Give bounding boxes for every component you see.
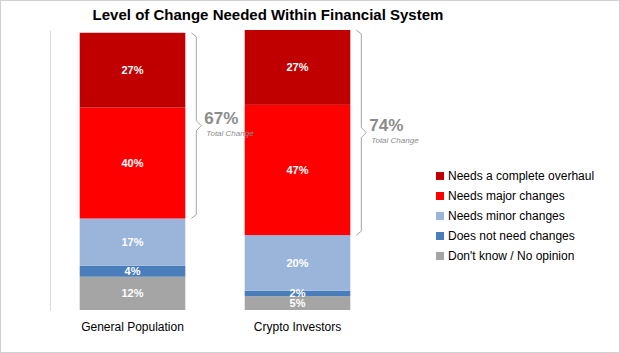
frame <box>1 1 620 353</box>
legend-item: Does not need changes <box>436 229 575 243</box>
legend-label: Needs minor changes <box>448 209 565 223</box>
legend-item: Needs major changes <box>436 189 565 203</box>
data-label: 17% <box>121 236 143 248</box>
data-label: 4% <box>125 265 141 277</box>
annotation-text: Total Change <box>371 136 419 145</box>
bar-segment <box>80 266 186 277</box>
legend-item: Needs minor changes <box>436 209 565 223</box>
data-label: 47% <box>286 164 308 176</box>
data-label: 40% <box>121 157 143 169</box>
legend-swatch <box>436 192 444 200</box>
data-label: 27% <box>286 61 308 73</box>
bar-segment <box>245 30 351 105</box>
y-axis-line <box>50 31 51 311</box>
annotations: 67%Total Change74%Total Change <box>191 30 419 235</box>
data-label: 2% <box>290 287 306 299</box>
legend-label: Does not need changes <box>448 229 575 243</box>
bracket <box>356 30 366 235</box>
annotation-value: 74% <box>369 116 403 135</box>
bar-segment <box>80 277 186 310</box>
data-label: 12% <box>121 287 143 299</box>
legend-label: Needs major changes <box>448 189 565 203</box>
x-tick-label: General Population <box>81 320 184 334</box>
x-tick: Crypto Investors <box>254 310 341 334</box>
data-label: 27% <box>121 64 143 76</box>
legend-label: Needs a complete overhaul <box>448 169 594 183</box>
legend-label: Don't know / No opinion <box>448 249 574 263</box>
annotation-text: Total Change <box>206 129 254 138</box>
data-label: 20% <box>286 257 308 269</box>
legend: Needs a complete overhaul Needs major cha… <box>436 169 594 263</box>
x-tick-label: Crypto Investors <box>254 320 341 334</box>
bar-segment <box>245 105 351 235</box>
annotation-value: 67% <box>204 109 238 128</box>
bar-segment <box>80 108 186 219</box>
legend-item: Needs a complete overhaul <box>436 169 594 183</box>
bar-segment <box>245 235 351 290</box>
data-labels: 12%5%4%2%17%20%40%47%27%27% <box>121 61 308 309</box>
legend-item: Don't know / No opinion <box>436 249 574 263</box>
legend-swatch <box>436 232 444 240</box>
legend-swatch <box>436 172 444 180</box>
legend-swatch <box>436 212 444 220</box>
x-tick: General Population <box>81 310 184 334</box>
y-axis <box>50 31 51 311</box>
bar-segment <box>80 33 186 108</box>
bar-segment <box>80 219 186 266</box>
bars <box>80 30 351 310</box>
chart: Level of Change Needed Within Financial … <box>0 0 620 353</box>
x-axis: General Population Crypto Investors <box>81 310 341 334</box>
legend-swatch <box>436 252 444 260</box>
title: Level of Change Needed Within Financial … <box>93 6 444 23</box>
bracket <box>191 33 201 219</box>
